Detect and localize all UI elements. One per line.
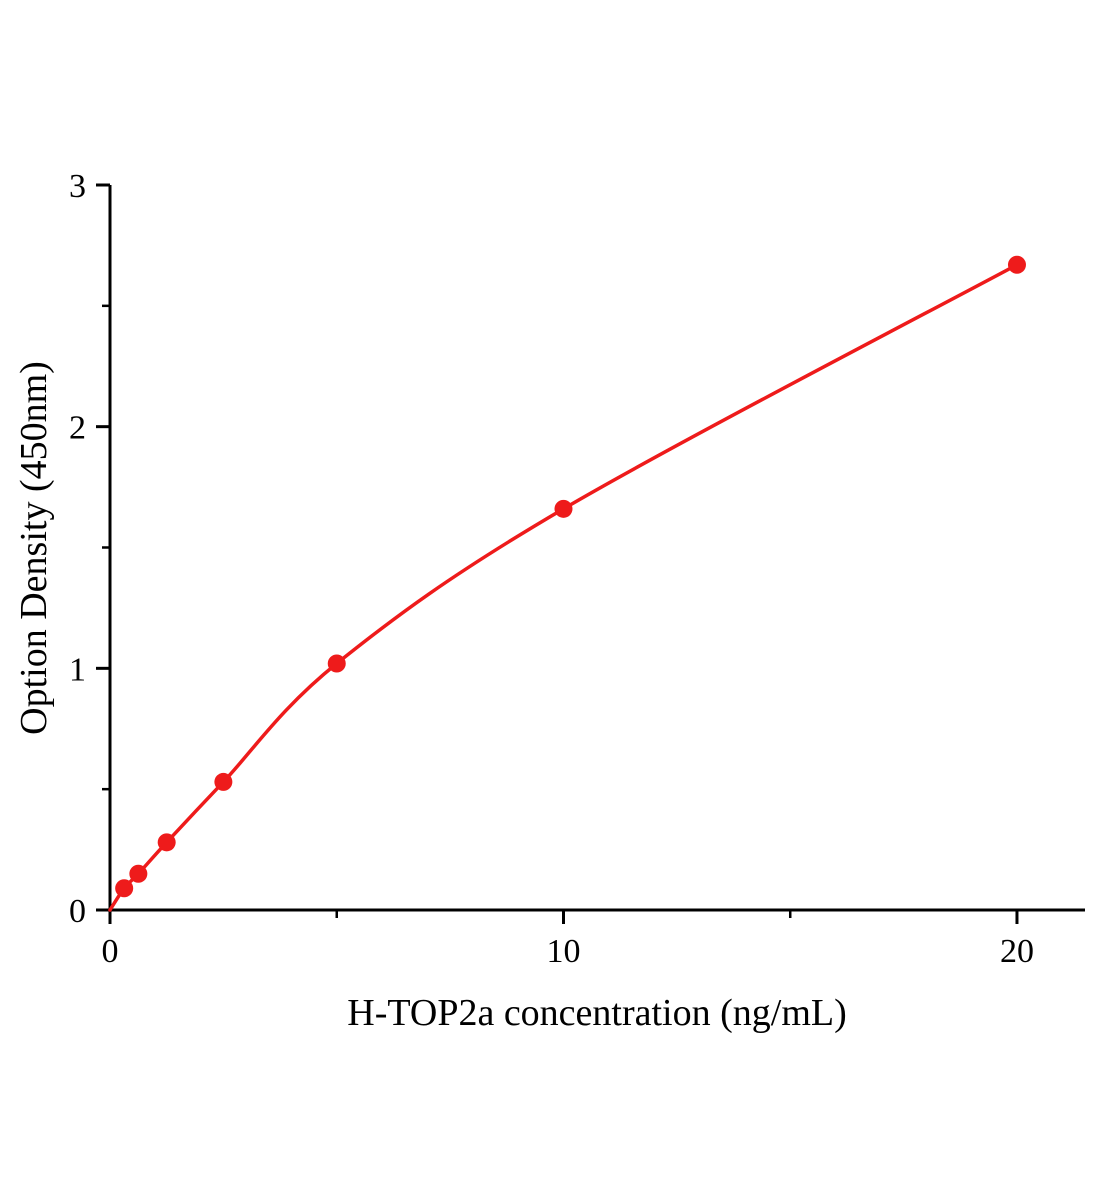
data-point: [129, 864, 148, 883]
y-tick-label: 0: [69, 893, 86, 930]
y-tick-label: 3: [69, 168, 86, 205]
data-point: [157, 833, 176, 852]
x-tick-label: 0: [102, 933, 119, 970]
y-axis-label: Option Density (450nm): [13, 361, 55, 735]
y-tick-label: 2: [69, 410, 86, 447]
data-point: [115, 879, 134, 898]
x-tick-label: 20: [1000, 933, 1034, 970]
data-point: [214, 772, 233, 791]
data-point: [1007, 255, 1026, 274]
fit-curve: [108, 263, 1019, 912]
x-axis-label: H-TOP2a concentration (ng/mL): [347, 992, 847, 1034]
x-tick-label: 10: [546, 933, 580, 970]
y-tick-label: 1: [69, 651, 86, 688]
data-point: [554, 499, 573, 518]
data-point: [327, 654, 346, 673]
